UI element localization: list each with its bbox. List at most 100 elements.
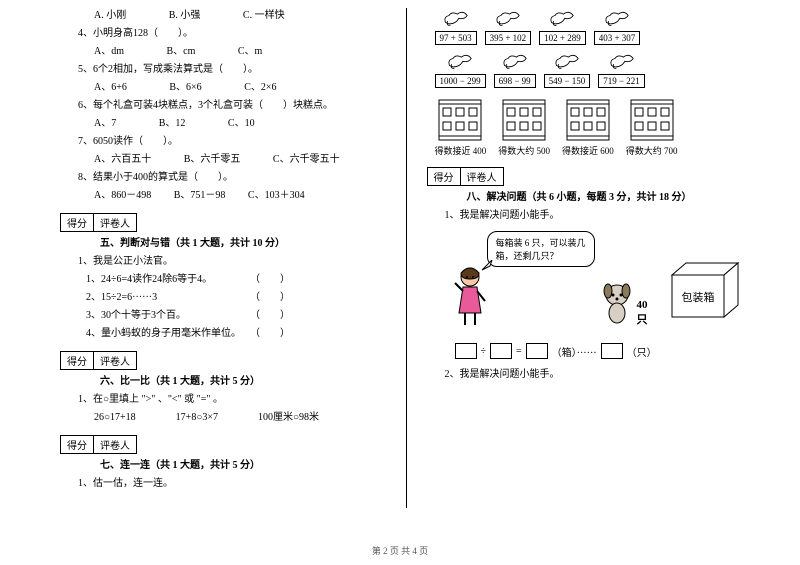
equation-row: ÷ = （箱）······ （只） (455, 343, 761, 359)
q5-options: A、6+6 B、6×6 C、2×6 (60, 80, 394, 95)
score-label: 得分 (428, 168, 461, 185)
sec5-item4: 4、量小蚂蚁的身子用毫米作单位。（ ） (60, 326, 290, 341)
dove-icon (553, 51, 581, 73)
unit-box: （箱）······ (552, 344, 597, 359)
dove-item: 102 + 289 (539, 8, 586, 45)
section-8-title: 八、解决问题（共 6 小题，每题 3 分，共计 18 分） (467, 190, 761, 205)
sec5-item2: 2、15÷2=6······3（ ） (60, 290, 290, 305)
building-icon (501, 98, 547, 142)
dove-icon (442, 8, 470, 30)
sec6-row: 26○17+18 17+8○3×7 100厘米○98米 (60, 410, 394, 425)
blank-box[interactable] (455, 343, 477, 359)
sec5-lead: 1、我是公正小法官。 (60, 254, 394, 269)
q6-text: 6、每个礼盒可装4块糕点，3个礼盒可装（ ）块糕点。 (60, 98, 394, 113)
dove-item: 97 + 503 (435, 8, 477, 45)
building-item: 得数大约 700 (626, 98, 678, 157)
expression: 1000 − 299 (435, 74, 486, 88)
blank-box[interactable] (526, 343, 548, 359)
opt-a: A、6+6 (94, 82, 127, 93)
q7-options: A、六百五十 B、六千零五 C、六千零五十 (60, 152, 394, 167)
left-column: A. 小刚 B. 小强 C. 一样快 4、小明身高128（ ）。 A、dm B、… (60, 8, 407, 508)
opt-a: A、860－498 (94, 190, 151, 201)
score-row-8: 得分 评卷人 (427, 167, 761, 186)
building-item: 得数接近 600 (562, 98, 614, 157)
dove-item: 1000 − 299 (435, 51, 486, 88)
sec5-item1: 1、24÷6=4读作24除6等于4。（ ） (60, 272, 290, 287)
score-label: 得分 (61, 436, 94, 453)
score-row-7: 得分 评卷人 (60, 435, 394, 454)
package-label: 包装箱 (682, 290, 715, 304)
building-item: 得数接近 400 (435, 98, 487, 157)
grader-label: 评卷人 (94, 436, 136, 453)
right-column: 97 + 503 395 + 102 102 + 289 403 + 307 1… (415, 8, 761, 508)
girl-icon (451, 265, 489, 330)
doves-row-1: 97 + 503 395 + 102 102 + 289 403 + 307 (435, 8, 761, 45)
opt-c: C、m (238, 46, 262, 57)
dove-item: 698 − 99 (494, 51, 536, 88)
opt-c: C、六千零五十 (273, 154, 340, 165)
dove-icon (608, 51, 636, 73)
building-label: 得数接近 600 (562, 144, 614, 157)
opt-a: A、六百五十 (94, 154, 151, 165)
blank-box[interactable] (490, 343, 512, 359)
q8-text: 8、结果小于400的算式是（ ）。 (60, 170, 394, 185)
section-6-title: 六、比一比（共 1 大题，共计 5 分） (100, 374, 394, 389)
section-5-title: 五、判断对与错（共 1 大题，共计 10 分） (100, 236, 394, 251)
q3-options: A. 小刚 B. 小强 C. 一样快 (60, 8, 394, 23)
count-label: 40 只 (637, 299, 648, 327)
q6-options: A、7 B、12 C、10 (60, 116, 394, 131)
dove-icon (494, 8, 522, 30)
expression: 698 − 99 (494, 74, 536, 88)
opt-a: A. 小刚 (94, 10, 126, 21)
opt-b: B、751－98 (174, 190, 226, 201)
opt-c: C. 一样快 (243, 10, 285, 21)
sec5-item3: 3、30个十等于3个百。（ ） (60, 308, 290, 323)
opt-b: B、六千零五 (184, 154, 241, 165)
q4-text: 4、小明身高128（ ）。 (60, 26, 394, 41)
expression: 403 + 307 (594, 31, 641, 45)
building-label: 得数接近 400 (435, 144, 487, 157)
building-label: 得数大约 500 (498, 144, 550, 157)
score-label: 得分 (61, 352, 94, 369)
opt-b: B、6×6 (169, 82, 201, 93)
speech-bubble: 每箱装 6 只，可以装几 箱，还剩几只？ (487, 231, 595, 267)
dove-icon (603, 8, 631, 30)
dove-icon (446, 51, 474, 73)
opt-c: C、10 (228, 118, 255, 129)
score-label: 得分 (61, 214, 94, 231)
dove-item: 395 + 102 (485, 8, 532, 45)
sec7-lead: 1、估一估，连一连。 (60, 476, 394, 491)
page-footer: 第 2 页 共 4 页 (0, 544, 800, 557)
speech-line1: 每箱装 6 只，可以装几 (496, 236, 586, 249)
opt-a: A、7 (94, 118, 116, 129)
opt-b: B. 小强 (169, 10, 201, 21)
building-label: 得数大约 700 (626, 144, 678, 157)
grader-label: 评卷人 (461, 168, 503, 185)
section-7-title: 七、连一连（共 1 大题，共计 5 分） (100, 458, 394, 473)
sec8-q2: 2、我是解决问题小能手。 (427, 367, 761, 382)
blank-box[interactable] (601, 343, 623, 359)
opt-c: C、2×6 (244, 82, 276, 93)
doves-row-2: 1000 − 299 698 − 99 549 − 150 719 − 221 (435, 51, 761, 88)
building-icon (565, 98, 611, 142)
q8-options: A、860－498 B、751－98 C、103＋304 (60, 188, 394, 203)
buildings-row: 得数接近 400 得数大约 500 得数接近 600 (435, 98, 761, 157)
dove-item: 719 − 221 (598, 51, 645, 88)
package-box-icon: 包装箱 (670, 261, 740, 322)
score-row-5: 得分 评卷人 (60, 213, 394, 232)
opt-c: C、103＋304 (248, 190, 305, 201)
dove-item: 403 + 307 (594, 8, 641, 45)
grader-label: 评卷人 (94, 214, 136, 231)
q7-text: 7、6050读作（ ）。 (60, 134, 394, 149)
building-icon (437, 98, 483, 142)
expression: 102 + 289 (539, 31, 586, 45)
dove-icon (548, 8, 576, 30)
problem-figure: 每箱装 6 只，可以装几 箱，还剩几只？ (427, 231, 761, 341)
q5-text: 5、6个2相加，写成乘法算式是（ ）。 (60, 62, 394, 77)
unit-only: （只） (627, 344, 657, 359)
expression: 549 − 150 (544, 74, 591, 88)
q4-options: A、dm B、cm C、m (60, 44, 394, 59)
divide-sign: ÷ (481, 346, 487, 357)
expression: 395 + 102 (485, 31, 532, 45)
dove-icon (501, 51, 529, 73)
